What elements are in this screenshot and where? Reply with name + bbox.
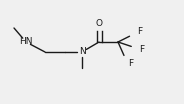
Text: F: F [128, 58, 133, 67]
Text: F: F [137, 27, 142, 37]
Text: N: N [79, 48, 85, 56]
Text: HN: HN [19, 38, 33, 46]
Text: O: O [95, 20, 102, 28]
Text: F: F [139, 45, 144, 53]
